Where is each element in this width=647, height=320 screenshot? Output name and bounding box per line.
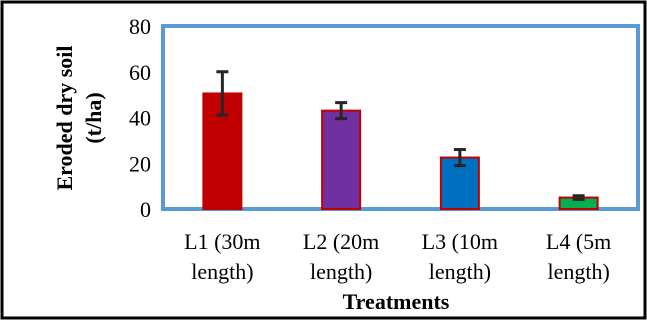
bar (321, 109, 362, 210)
x-axis-title: Treatments (343, 289, 450, 314)
y-tick-labels: 0 20 40 60 80 (129, 14, 151, 222)
y-tick-label: 0 (140, 197, 151, 222)
y-axis-title-line-2: (t/ha) (81, 92, 106, 143)
y-tick-label: 80 (129, 14, 151, 39)
y-axis-title-line-1: Eroded dry soil (52, 45, 77, 190)
y-tick-label: 20 (129, 151, 151, 176)
y-tick-label: 60 (129, 60, 151, 85)
error-bar (216, 70, 229, 117)
x-category-label: L4 (5m (546, 229, 611, 254)
error-bar (572, 194, 585, 201)
x-category-label: length) (191, 259, 253, 284)
plot-border (161, 24, 640, 211)
x-category-label: L3 (10m (422, 229, 498, 254)
error-bar (453, 148, 466, 168)
x-category-label: length) (310, 259, 372, 284)
error-bars-layer (216, 70, 585, 201)
y-tick-label: 40 (129, 106, 151, 131)
x-category-label: L2 (20m (303, 229, 379, 254)
error-bar (335, 101, 348, 121)
x-category-labels: L1 (30m length) L2 (20m length) L3 (10m lengt… (184, 229, 611, 284)
x-category-label: L1 (30m (184, 229, 260, 254)
x-category-label: length) (547, 259, 609, 284)
x-category-label: length) (429, 259, 491, 284)
